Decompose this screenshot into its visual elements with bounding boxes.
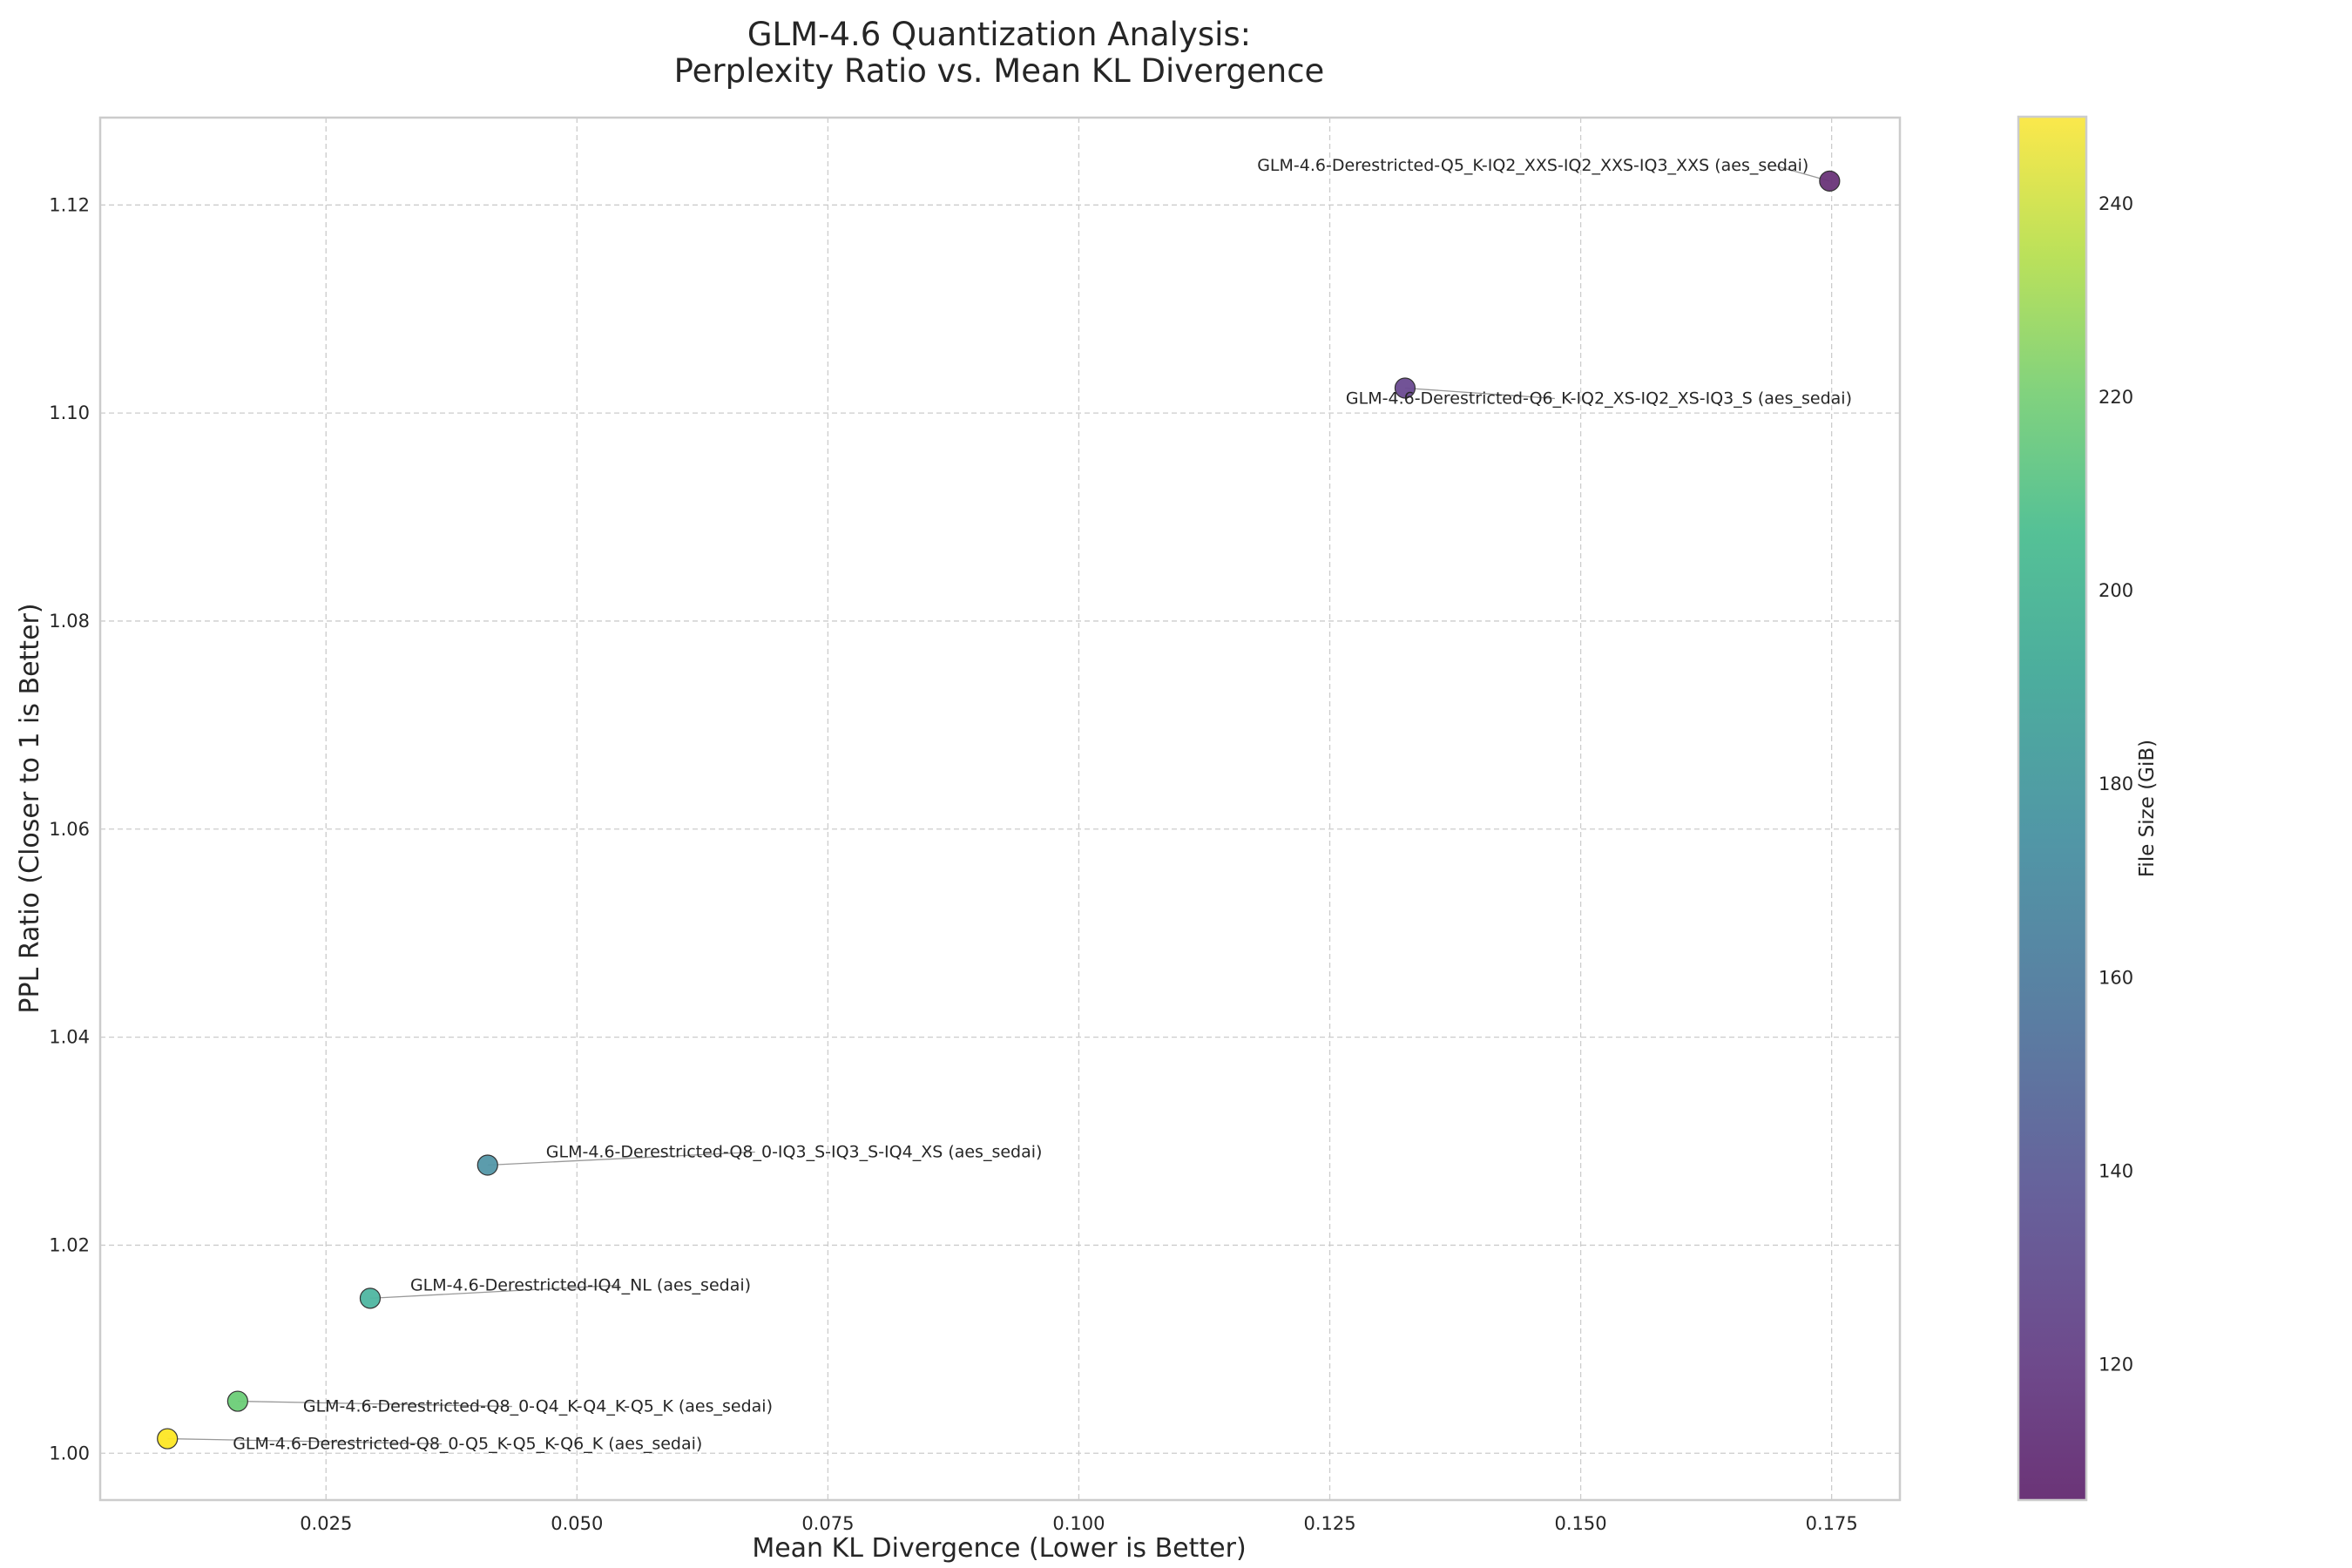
x-axis-label: Mean KL Divergence (Lower is Better)	[752, 1533, 1246, 1564]
leader-line	[167, 1437, 443, 1445]
point-label: GLM-4.6-Derestricted-Q8_0-Q5_K-Q5_K-Q6_K…	[233, 1435, 702, 1454]
data-point[interactable]	[476, 1154, 498, 1176]
y-tick-label: 1.10	[49, 402, 90, 423]
colorbar-gradient	[2017, 115, 2088, 1502]
x-tick-label: 0.175	[1806, 1513, 1858, 1534]
colorbar-label: File Size (GiB)	[2136, 740, 2159, 877]
point-label: GLM-4.6-Derestricted-Q6_K-IQ2_XS-IQ2_XS-…	[1346, 389, 1852, 408]
y-tick-label: 1.00	[49, 1443, 90, 1463]
data-point[interactable]	[1394, 377, 1416, 399]
y-tick-label: 1.06	[49, 819, 90, 840]
y-axis-label: PPL Ratio (Closer to 1 is Better)	[15, 603, 45, 1013]
point-label: GLM-4.6-Derestricted-Q8_0-Q4_K-Q4_K-Q5_K…	[303, 1397, 773, 1416]
leader-line	[369, 1284, 619, 1299]
point-annotations: GLM-4.6-Derestricted-Q8_0-Q5_K-Q5_K-Q6_K…	[233, 156, 1852, 1454]
x-tick-label: 0.150	[1555, 1513, 1607, 1534]
colorbar: 120 140 160 180 200 220 240 File Size (GiB)	[2017, 115, 2159, 1502]
plot-area-frame	[98, 116, 1902, 1502]
scatter-points	[157, 170, 1841, 1450]
grid-lines	[100, 118, 1900, 1500]
chart-title-line-1: GLM-4.6 Quantization Analysis:	[747, 16, 1251, 53]
colorbar-tick-label: 180	[2099, 774, 2133, 794]
y-axis-ticks: 1.00 1.02 1.04 1.06 1.08 1.10 1.12	[49, 194, 90, 1463]
y-tick-label: 1.08	[49, 611, 90, 632]
point-label: GLM-4.6-Derestricted-Q8_0-IQ3_S-IQ3_S-IQ…	[546, 1142, 1043, 1161]
y-tick-label: 1.02	[49, 1234, 90, 1255]
x-tick-label: 0.125	[1303, 1513, 1355, 1534]
annotation-leader-lines	[167, 165, 1830, 1445]
y-tick-label: 1.04	[49, 1027, 90, 1048]
data-point[interactable]	[157, 1428, 179, 1450]
point-label: GLM-4.6-Derestricted-Q5_K-IQ2_XXS-IQ2_XX…	[1257, 156, 1808, 175]
chart-title-line-2: Perplexity Ratio vs. Mean KL Divergence	[674, 52, 1325, 90]
y-tick-label: 1.12	[49, 194, 90, 215]
colorbar-tick-label: 140	[2099, 1160, 2133, 1181]
x-tick-label: 0.050	[551, 1513, 603, 1534]
colorbar-tick-label: 160	[2099, 967, 2133, 988]
data-point[interactable]	[1819, 170, 1841, 192]
point-label: GLM-4.6-Derestricted-IQ4_NL (aes_sedai)	[410, 1275, 751, 1294]
colorbar-ticks: 120 140 160 180 200 220 240	[2099, 193, 2133, 1375]
x-axis-ticks: 0.025 0.050 0.075 0.100 0.125 0.150 0.175	[300, 1513, 1858, 1534]
colorbar-tick-label: 120	[2099, 1355, 2133, 1375]
colorbar-tick-label: 220	[2099, 387, 2133, 408]
x-tick-label: 0.075	[801, 1513, 854, 1534]
data-point[interactable]	[359, 1288, 382, 1309]
leader-line	[487, 1151, 755, 1166]
chart-title: GLM-4.6 Quantization Analysis: Perplexit…	[674, 16, 1325, 90]
colorbar-tick-label: 200	[2099, 580, 2133, 601]
x-tick-label: 0.025	[300, 1513, 352, 1534]
x-tick-label: 0.100	[1052, 1513, 1105, 1534]
leader-line	[1404, 387, 1555, 400]
leader-line	[237, 1400, 512, 1408]
data-point[interactable]	[226, 1390, 248, 1412]
colorbar-tick-label: 240	[2099, 193, 2133, 214]
